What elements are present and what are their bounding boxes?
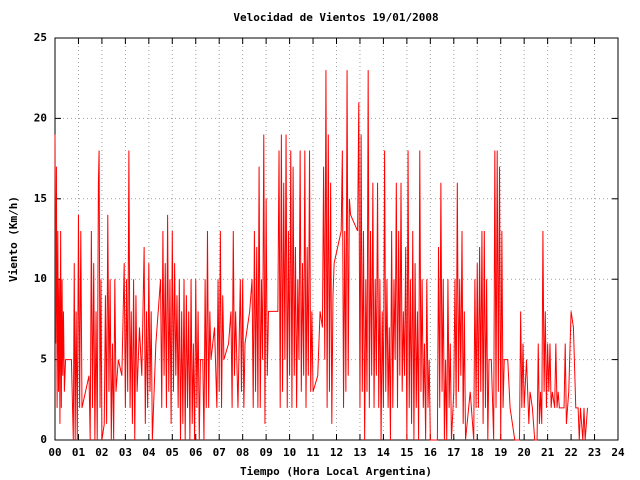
x-tick-label: 14 [377, 446, 391, 459]
x-tick-label: 23 [588, 446, 601, 459]
x-tick-label: 22 [564, 446, 577, 459]
y-tick-label: 10 [34, 272, 47, 285]
x-tick-label: 24 [611, 446, 625, 459]
x-tick-label: 20 [518, 446, 531, 459]
x-tick-label: 17 [447, 446, 460, 459]
y-axis-label: Viento (Km/h) [7, 196, 20, 282]
x-tick-label: 18 [471, 446, 484, 459]
x-tick-label: 10 [283, 446, 296, 459]
y-tick-label: 20 [34, 111, 47, 124]
x-tick-label: 05 [166, 446, 179, 459]
x-tick-label: 02 [95, 446, 108, 459]
x-tick-label: 03 [119, 446, 132, 459]
x-tick-label: 19 [494, 446, 507, 459]
x-tick-label: 06 [189, 446, 203, 459]
y-tick-label: 5 [40, 353, 47, 366]
data-line [54, 70, 588, 441]
y-tick-label: 0 [40, 433, 47, 446]
x-tick-label: 08 [236, 446, 249, 459]
x-tick-label: 13 [353, 446, 366, 459]
x-tick-label: 11 [306, 446, 320, 459]
x-tick-label: 21 [541, 446, 555, 459]
x-tick-label: 04 [142, 446, 156, 459]
x-tick-label: 09 [260, 446, 273, 459]
y-tick-label: 25 [34, 31, 47, 44]
y-tick-label: 15 [34, 192, 47, 205]
chart-title: Velocidad de Vientos 19/01/2008 [233, 11, 438, 24]
x-axis-label: Tiempo (Hora Local Argentina) [240, 465, 432, 478]
x-tick-label: 12 [330, 446, 343, 459]
x-tick-label: 01 [72, 446, 86, 459]
x-tick-label: 07 [213, 446, 226, 459]
x-tick-label: 15 [400, 446, 413, 459]
x-tick-label: 16 [424, 446, 438, 459]
x-tick-label: 00 [48, 446, 61, 459]
